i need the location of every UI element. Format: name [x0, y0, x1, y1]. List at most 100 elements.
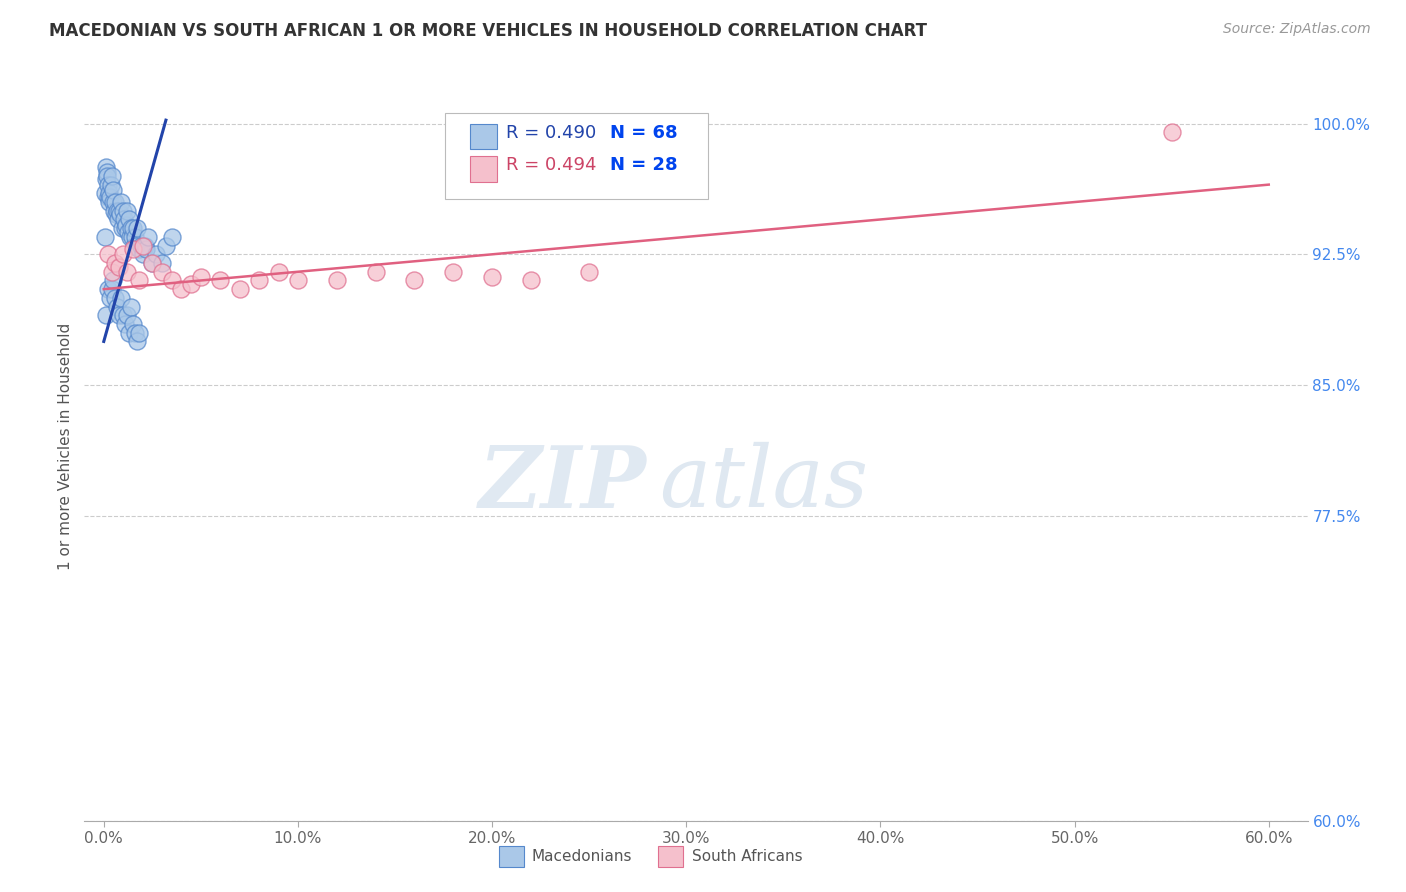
Point	[107, 212, 129, 227]
Point	[94, 172, 117, 186]
Point	[122, 238, 145, 252]
Point	[128, 273, 150, 287]
Point	[131, 238, 153, 252]
Point	[104, 291, 127, 305]
Point	[190, 270, 212, 285]
Point	[100, 178, 122, 192]
Point	[110, 207, 132, 221]
Point	[118, 326, 141, 340]
Point	[124, 230, 146, 244]
Point	[105, 207, 128, 221]
Point	[96, 169, 118, 183]
FancyBboxPatch shape	[446, 112, 709, 199]
Point	[100, 265, 122, 279]
Point	[118, 212, 141, 227]
FancyBboxPatch shape	[470, 124, 496, 149]
Point	[267, 265, 290, 279]
Point	[131, 247, 153, 261]
Point	[115, 218, 138, 232]
Point	[125, 334, 148, 349]
Point	[247, 273, 270, 287]
Point	[103, 203, 125, 218]
Point	[287, 273, 309, 287]
Point	[125, 221, 148, 235]
Point	[100, 282, 122, 296]
Point	[111, 221, 134, 235]
Text: ZIP: ZIP	[479, 442, 647, 525]
Point	[121, 230, 143, 244]
Point	[578, 265, 600, 279]
Point	[170, 282, 193, 296]
Point	[114, 317, 136, 331]
Point	[98, 195, 121, 210]
Point	[364, 265, 387, 279]
Point	[105, 300, 128, 314]
Text: N = 28: N = 28	[610, 156, 678, 174]
Point	[141, 256, 163, 270]
Point	[94, 160, 117, 174]
Text: Source: ZipAtlas.com: Source: ZipAtlas.com	[1223, 22, 1371, 37]
Point	[105, 203, 128, 218]
Point	[481, 270, 503, 285]
Point	[96, 165, 118, 179]
Point	[114, 221, 136, 235]
Point	[115, 308, 138, 322]
Point	[117, 225, 139, 239]
Point	[135, 242, 157, 256]
Point	[98, 190, 121, 204]
Text: R = 0.490: R = 0.490	[506, 124, 596, 142]
Text: N = 68: N = 68	[610, 124, 678, 142]
Text: Macedonians: Macedonians	[531, 849, 631, 863]
Point	[110, 195, 132, 210]
Point	[129, 238, 152, 252]
Point	[103, 273, 125, 287]
Point	[101, 195, 124, 210]
Point	[160, 230, 183, 244]
Point	[404, 273, 426, 287]
Y-axis label: 1 or more Vehicles in Household: 1 or more Vehicles in Household	[58, 322, 73, 570]
Text: R = 0.494: R = 0.494	[506, 156, 598, 174]
Point	[120, 300, 142, 314]
Point	[94, 186, 117, 201]
Point	[150, 265, 173, 279]
Text: atlas: atlas	[659, 442, 869, 524]
Point	[110, 291, 132, 305]
Point	[97, 178, 120, 192]
Point	[209, 273, 232, 287]
Point	[97, 282, 120, 296]
Point	[1160, 125, 1182, 139]
Point	[108, 260, 131, 274]
Point	[520, 273, 543, 287]
Point	[180, 277, 202, 291]
Text: South Africans: South Africans	[692, 849, 803, 863]
Point	[134, 238, 156, 252]
Point	[124, 326, 146, 340]
Point	[97, 186, 120, 201]
Point	[94, 308, 117, 322]
Point	[98, 291, 121, 305]
Point	[145, 247, 167, 261]
Point	[122, 242, 145, 256]
Point	[118, 230, 141, 244]
Point	[441, 265, 464, 279]
Point	[141, 256, 163, 270]
Point	[160, 273, 183, 287]
Point	[104, 195, 127, 210]
Point	[112, 247, 135, 261]
Point	[120, 221, 142, 235]
Text: MACEDONIAN VS SOUTH AFRICAN 1 OR MORE VEHICLES IN HOUSEHOLD CORRELATION CHART: MACEDONIAN VS SOUTH AFRICAN 1 OR MORE VE…	[49, 22, 927, 40]
Point	[150, 256, 173, 270]
Point	[108, 308, 131, 322]
Point	[100, 169, 122, 183]
Point	[128, 326, 150, 340]
Point	[104, 256, 127, 270]
Point	[112, 212, 135, 227]
Point	[125, 238, 148, 252]
Point	[326, 273, 349, 287]
Point	[122, 221, 145, 235]
Point	[115, 265, 138, 279]
Point	[112, 308, 135, 322]
Point	[138, 230, 160, 244]
Point	[228, 282, 250, 296]
Point	[97, 247, 120, 261]
